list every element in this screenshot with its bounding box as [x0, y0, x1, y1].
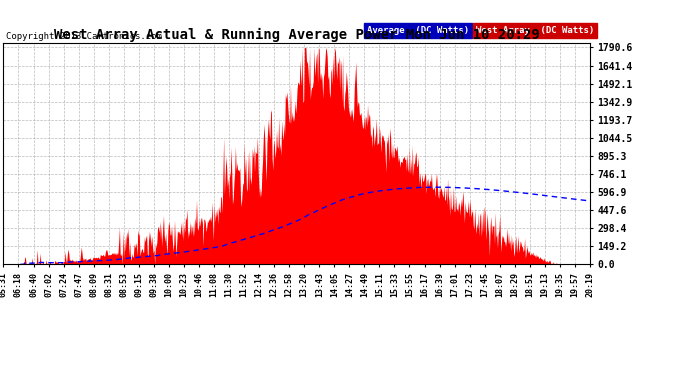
Title: West Array Actual & Running Average Power Mon Jun 10 20:29: West Array Actual & Running Average Powe…: [54, 28, 540, 42]
Text: Copyright 2013 Cartronics.com: Copyright 2013 Cartronics.com: [6, 32, 161, 41]
Text: Average  (DC Watts): Average (DC Watts): [367, 26, 469, 35]
Text: West Array  (DC Watts): West Array (DC Watts): [475, 26, 594, 35]
